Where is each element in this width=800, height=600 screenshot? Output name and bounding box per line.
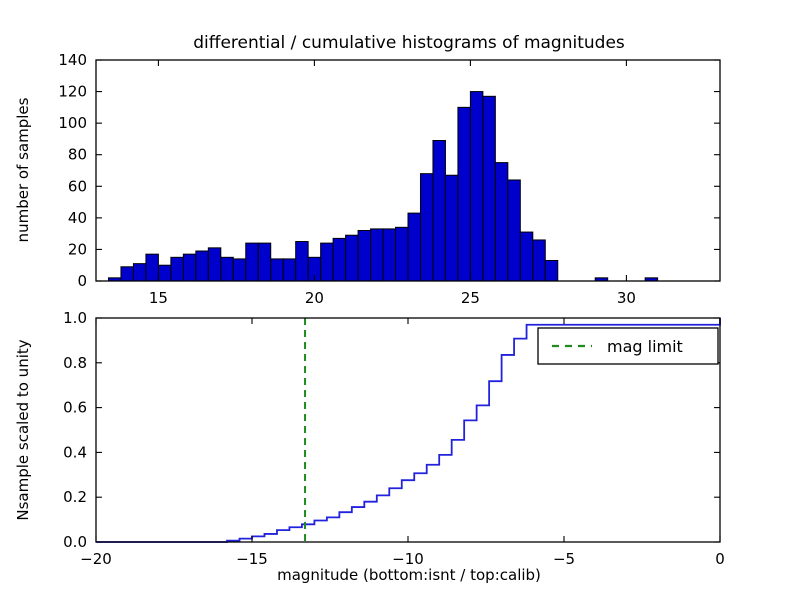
histogram-bar [445,175,457,281]
histogram-bar [271,259,283,281]
histogram-bar [383,229,395,281]
top-y-tick-label: 140 [58,51,87,69]
histogram-bar [346,235,358,281]
histogram-bar [133,264,145,281]
top-y-tick-label: 120 [58,83,87,101]
top-x-tick-label: 30 [617,289,636,307]
top-y-axis-label: number of samples [14,97,32,242]
histogram-bar [358,230,370,281]
bottom-y-tick-label: 0.6 [63,399,87,417]
top-x-tick-label: 15 [149,289,168,307]
histogram-bar [420,174,432,281]
bottom-y-tick-label: 0.4 [63,443,87,461]
histogram-bar [233,259,245,281]
top-x-tick-label: 25 [461,289,480,307]
histogram-bar [196,251,208,281]
histogram-bar [296,242,308,281]
top-axes: differential / cumulative histograms of … [14,33,720,307]
top-y-tick-label: 100 [58,114,87,132]
histogram-bar [458,107,470,281]
bottom-x-tick-label: −20 [80,550,112,568]
histogram-bar [520,232,532,281]
histogram-bar [508,180,520,281]
histogram-bar [246,243,258,281]
histogram-bar [158,265,170,281]
histogram-bar [396,227,408,281]
histogram-bar [321,243,333,281]
histogram-bar [283,259,295,281]
figure-title: differential / cumulative histograms of … [193,33,625,53]
histogram-bar [208,248,220,281]
histogram-bar [545,260,557,281]
top-y-tick-label: 20 [68,240,87,258]
bottom-y-tick-label: 0.8 [63,354,87,372]
top-y-tick-label: 0 [77,272,87,290]
histogram-bar [470,92,482,281]
bottom-y-tick-label: 0.0 [63,533,87,551]
top-x-tick-label: 20 [305,289,324,307]
bottom-x-tick-label: −15 [236,550,268,568]
histogram-bar [371,229,383,281]
histogram-bar [183,254,195,281]
legend-label-mag-limit: mag limit [607,337,683,356]
bottom-x-tick-label: −5 [553,550,575,568]
histogram-bar [146,254,158,281]
top-y-tick-label: 80 [68,146,87,164]
histogram-bar [333,238,345,281]
figure-canvas: differential / cumulative histograms of … [0,0,800,600]
bottom-y-axis-label: Nsample scaled to unity [14,339,32,520]
top-y-tick-label: 60 [68,177,87,195]
histogram-bar [533,240,545,281]
bottom-y-tick-label: 1.0 [63,309,87,327]
histogram-bar [258,243,270,281]
legend[interactable]: mag limit [538,328,718,364]
histogram-bar [171,257,183,281]
bottom-y-tick-label: 0.2 [63,488,87,506]
histogram-bar [121,267,133,281]
bottom-x-tick-label: 0 [715,550,725,568]
histogram-bar [495,163,507,281]
histogram-bar [433,141,445,281]
bottom-axes: 0.00.20.40.60.81.0 −20−15−10−50 Nsample … [14,309,725,584]
bottom-x-axis-label: magnitude (bottom:isnt / top:calib) [277,566,541,584]
histogram-bar [483,96,495,281]
histogram-bar [221,257,233,281]
histogram-bar [408,213,420,281]
histogram-bars [108,92,657,281]
top-y-tick-label: 40 [68,209,87,227]
